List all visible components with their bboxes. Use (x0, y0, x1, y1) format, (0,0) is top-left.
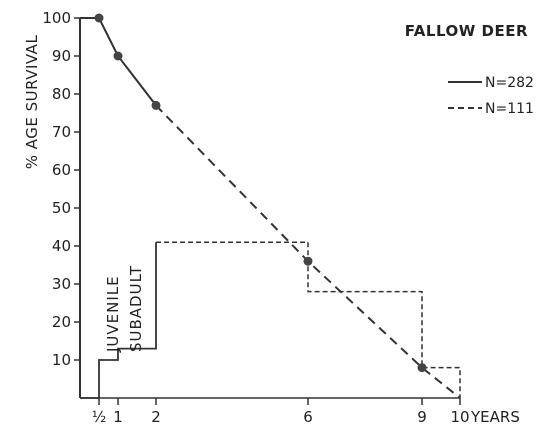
y-tick-label: 90 (52, 47, 71, 65)
survival-line-solid (80, 17, 157, 107)
y-tick-label: 100 (42, 9, 71, 27)
y-axis-label: % AGE SURVIVAL (23, 35, 41, 170)
juvenile-label: JUVENILE (104, 275, 122, 353)
x-unit-label: YEARS (470, 408, 520, 426)
y-tick-label: 40 (52, 237, 71, 255)
survival-line-dashed (155, 104, 461, 399)
x-tick-label: 2 (151, 408, 161, 426)
subadult-label: SUBADULT (127, 265, 145, 352)
y-tick-label: 20 (52, 313, 71, 331)
x-tick-label: 10 (450, 408, 469, 426)
legend-label-dashed: N=111 (485, 101, 534, 117)
data-point (417, 363, 427, 373)
data-point (151, 100, 161, 110)
legend: N=282 N=111 (448, 75, 534, 117)
y-tick-label: 80 (52, 85, 71, 103)
legend-label-solid: N=282 (485, 75, 534, 91)
y-tick-label: 50 (52, 199, 71, 217)
data-point (113, 51, 123, 61)
mortality-step-solid (80, 242, 157, 399)
y-tick-label: 70 (52, 123, 71, 141)
data-point (303, 256, 313, 266)
chart-title: FALLOW DEER (405, 22, 528, 40)
y-tick-label: 10 (52, 351, 71, 369)
mortality-steps (80, 241, 461, 399)
x-tick-label: ½ (92, 408, 107, 426)
data-point (94, 13, 104, 23)
y-tick-label: 30 (52, 275, 71, 293)
x-tick-label: 1 (113, 408, 123, 426)
data-points (94, 13, 427, 373)
y-ticks: 10 20 30 40 50 60 70 80 90 100 (42, 9, 80, 369)
x-tick-label: 9 (417, 408, 427, 426)
y-tick-label: 60 (52, 161, 71, 179)
mortality-step-dashed (156, 241, 461, 398)
x-ticks: ½ 1 2 6 9 10 YEARS (92, 398, 520, 426)
x-tick-label: 6 (303, 408, 313, 426)
survival-curves (80, 17, 461, 399)
